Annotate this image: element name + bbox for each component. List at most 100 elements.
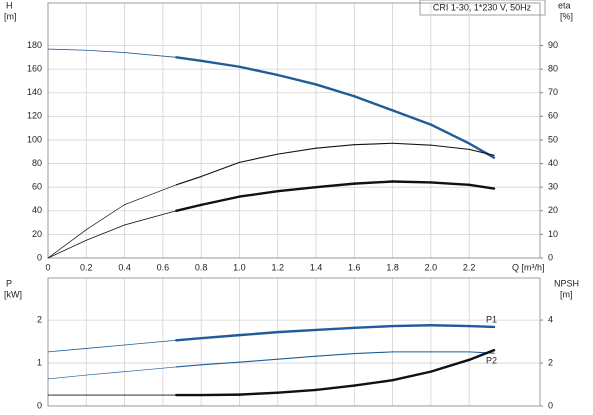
y-axis-label: P [6, 278, 12, 288]
y2-axis-label: eta [558, 0, 571, 10]
series-label: P1 [486, 314, 497, 324]
y-tick-label: 140 [27, 87, 42, 97]
curve-segment [468, 148, 495, 156]
y2-axis-unit: [%] [560, 11, 573, 21]
x-tick-label: 1.2 [271, 262, 284, 272]
curve-segment [200, 361, 240, 366]
curve-segment [391, 180, 433, 184]
curve-segment [353, 351, 394, 355]
plot-frame [47, 2, 541, 259]
curve-segment [124, 210, 177, 226]
x-axis-label: Q [m³/h] [512, 262, 545, 272]
y-tick-label: 100 [27, 134, 42, 144]
y-tick-label: 60 [32, 182, 42, 192]
y-tick-label: 20 [32, 229, 42, 239]
x-tick-label: 2.2 [463, 262, 476, 272]
curve-segment [277, 355, 317, 360]
y2-tick-label: 90 [548, 40, 558, 50]
curve-segment [392, 142, 432, 146]
curve-segment [276, 185, 318, 193]
curve-segment [429, 123, 471, 145]
curve-segment [85, 204, 125, 231]
x-tick-label: 0.6 [157, 262, 170, 272]
curve-segment [47, 229, 87, 259]
curve-segment [85, 371, 125, 376]
y2-tick-label: 70 [548, 87, 558, 97]
x-tick-label: 0 [45, 262, 50, 272]
curve-segment [315, 144, 355, 149]
curve-segment [238, 65, 279, 77]
curve-segment [353, 142, 394, 146]
curve-segment [314, 384, 356, 392]
curve-segment [175, 56, 203, 63]
curve-segment [124, 366, 177, 372]
x-tick-label: 0.8 [195, 262, 208, 272]
y-tick-label: 120 [27, 111, 42, 121]
title-box [419, 0, 546, 16]
curve-segment [124, 339, 177, 346]
y2-axis-label: NPSH [554, 278, 579, 288]
curve-segment [353, 379, 394, 387]
curve-segment [467, 142, 496, 159]
curve-segment [175, 336, 203, 342]
curve-segment [276, 73, 318, 86]
curve-segment [85, 224, 125, 241]
y-tick-label: 0 [37, 252, 42, 262]
curve-segment [47, 239, 87, 259]
x-tick-label: 2.0 [425, 262, 438, 272]
y2-tick-label: 80 [548, 63, 558, 73]
x-tick-label: 0.2 [80, 262, 93, 272]
curve-segment [199, 195, 241, 207]
curve-segment [238, 330, 279, 337]
curve-segment [353, 95, 394, 112]
y2-tick-label: 60 [548, 111, 558, 121]
curve-segment [353, 180, 394, 185]
curve-segment [47, 348, 87, 353]
curve-segment [314, 326, 356, 332]
y-axis-label: H [6, 0, 13, 10]
y2-tick-label: 2 [548, 357, 553, 367]
y2-tick-label: 40 [548, 158, 558, 168]
y-tick-label: 2 [37, 314, 42, 324]
y2-tick-label: 0 [548, 252, 553, 262]
x-tick-label: 0.4 [118, 262, 131, 272]
curve-segment [467, 324, 496, 329]
curve-segment [124, 52, 177, 58]
y2-axis-unit: [m] [560, 289, 573, 299]
y-tick-label: 80 [32, 158, 42, 168]
y2-tick-label: 30 [548, 182, 558, 192]
y-tick-label: 40 [32, 205, 42, 215]
curve-segment [467, 348, 496, 362]
curve-segment [430, 144, 470, 150]
y2-tick-label: 0 [548, 400, 553, 410]
curve-segment [175, 175, 202, 186]
curve-segment [277, 147, 317, 155]
curve-segment [85, 344, 125, 349]
curve-segment [85, 49, 125, 53]
y-axis-unit: [m] [4, 11, 17, 21]
y-tick-label: 1 [37, 357, 42, 367]
curve-segment [238, 391, 279, 396]
curve-segment [47, 48, 87, 51]
x-tick-label: 1.4 [310, 262, 323, 272]
curve-segment [315, 353, 355, 357]
plot-frame [47, 277, 541, 407]
curve-segment [175, 203, 203, 212]
curve-segment [314, 83, 356, 98]
curve-segment [429, 358, 471, 373]
curve-segment [314, 182, 356, 189]
curve-segment [391, 109, 433, 126]
curve-segment [199, 333, 241, 340]
x-tick-label: 1.8 [386, 262, 399, 272]
curve-segment [238, 189, 279, 198]
curve-segment [47, 374, 87, 380]
y-tick-label: 180 [27, 40, 42, 50]
curve-segment [353, 324, 394, 330]
curve-segment [238, 358, 279, 363]
curve-segment [429, 181, 471, 187]
curve-segment [238, 153, 279, 163]
curve-segment [391, 370, 433, 382]
curve-segment [199, 59, 241, 68]
y2-tick-label: 50 [548, 134, 558, 144]
